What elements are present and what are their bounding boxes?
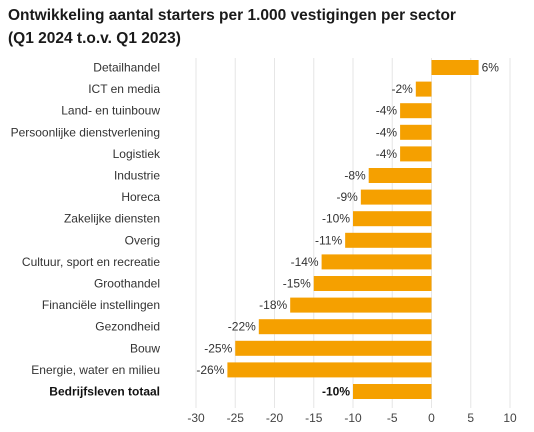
x-tick-label: -10: [344, 411, 362, 425]
bar: [258, 319, 432, 335]
category-label: Financiële instellingen: [42, 298, 160, 312]
bars: [227, 60, 479, 399]
bar: [313, 276, 432, 291]
category-label: Cultuur, sport en recreatie: [22, 255, 160, 269]
x-tick-label: 0: [428, 411, 435, 425]
category-label: Gezondheid: [95, 320, 160, 334]
bar: [321, 254, 432, 270]
chart-title: Ontwikkeling aantal starters per 1.000 v…: [8, 4, 528, 50]
category-label: Persoonlijke dienstverlening: [11, 125, 160, 139]
x-tick-label: -5: [387, 411, 398, 425]
value-label: -26%: [196, 363, 224, 377]
bar: [400, 146, 432, 162]
value-label: -25%: [204, 341, 232, 355]
value-label: -4%: [376, 104, 398, 118]
category-label: Zakelijke diensten: [64, 212, 160, 226]
bar: [360, 189, 432, 205]
bar: [235, 340, 432, 356]
category-label: Logistiek: [113, 147, 161, 161]
category-label: Overig: [125, 233, 160, 247]
category-label: ICT en media: [88, 82, 160, 96]
value-label: -11%: [315, 233, 342, 247]
bar: [415, 81, 432, 97]
category-label: Land- en tuinbouw: [61, 104, 160, 118]
chart-title-line-1: Ontwikkeling aantal starters per 1.000 v…: [8, 7, 456, 24]
category-label: Bedrijfsleven totaal: [49, 385, 160, 399]
chart-title-line-2: (Q1 2024 t.o.v. Q1 2023): [8, 30, 181, 47]
bar: [353, 211, 432, 227]
x-tick-label: 5: [467, 411, 474, 425]
value-label: -15%: [283, 277, 311, 291]
value-label: -10%: [322, 212, 350, 226]
bar: [400, 103, 432, 119]
category-label: Energie, water en milieu: [31, 363, 160, 377]
bar: [345, 232, 432, 248]
bar: [227, 362, 432, 378]
category-label: Detailhandel: [93, 61, 160, 75]
value-label: -14%: [291, 255, 319, 269]
category-labels: Detailhandel ICT en media Land- en tuinbou…: [11, 61, 161, 399]
x-axis-ticks: -30 -25 -20 -15 -10 -5 0 5 10: [187, 411, 517, 425]
bar: [400, 124, 432, 140]
value-label: 6%: [482, 61, 500, 75]
value-label: -22%: [228, 320, 256, 334]
bar: [431, 60, 479, 75]
value-labels: 6% -2% -4% -4% -4% -8% -9% -10% -11% -14% -15% -18%…: [196, 61, 499, 399]
value-label: -4%: [376, 147, 398, 161]
value-label: -9%: [337, 190, 359, 204]
category-label: Industrie: [114, 169, 160, 183]
value-label: -18%: [259, 298, 287, 312]
category-label: Horeca: [121, 190, 160, 204]
value-label: -4%: [376, 125, 398, 139]
bar: [368, 168, 432, 183]
category-label: Groothandel: [94, 277, 160, 291]
x-tick-label: -30: [187, 411, 205, 425]
value-label: -10%: [322, 385, 350, 399]
category-label: Bouw: [130, 341, 160, 355]
x-tick-label: -15: [305, 411, 323, 425]
value-label: -8%: [344, 169, 366, 183]
x-tick-label: 10: [503, 411, 517, 425]
x-tick-label: -25: [227, 411, 245, 425]
x-tick-label: -20: [266, 411, 284, 425]
value-label: -2%: [391, 82, 413, 96]
bar: [290, 297, 432, 313]
bar: [353, 384, 432, 399]
